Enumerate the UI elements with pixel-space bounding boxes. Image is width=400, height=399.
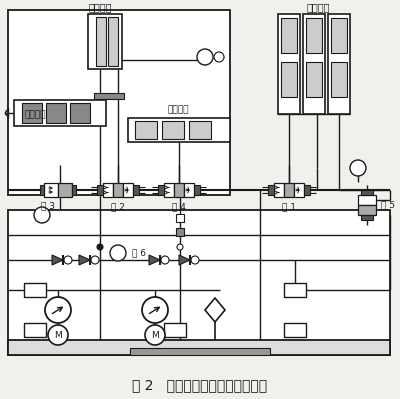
Text: 增压油缸: 增压油缸 [88,2,112,12]
Circle shape [45,297,71,323]
Bar [306,62,322,97]
Text: 阀 2: 阀 2 [111,203,125,211]
Bar [361,190,373,195]
Bar [274,183,284,197]
Bar [189,121,211,139]
Polygon shape [205,298,225,322]
Bar [113,183,123,197]
Bar [158,185,164,195]
Bar [306,18,322,53]
Circle shape [142,297,168,323]
Bar [128,118,230,142]
Text: 预压油缸: 预压油缸 [306,2,330,12]
Circle shape [110,245,126,261]
Bar [97,185,103,195]
Bar [133,185,139,195]
Bar [304,185,310,195]
Bar [176,228,184,236]
Bar [46,103,66,123]
Bar [103,183,113,197]
Circle shape [64,256,72,264]
Bar [284,283,306,297]
Text: M: M [151,330,159,340]
Circle shape [145,325,165,345]
Text: 阀 3: 阀 3 [41,201,55,211]
Bar [108,17,118,66]
Circle shape [91,256,99,264]
Polygon shape [79,255,90,265]
Bar [358,205,376,215]
Text: 阀 1: 阀 1 [282,203,296,211]
Bar [88,14,122,69]
Circle shape [34,207,50,223]
Bar [284,183,294,197]
Bar [58,183,72,197]
Polygon shape [149,255,160,265]
Circle shape [97,244,103,250]
Bar [281,62,297,97]
Bar [8,210,390,355]
Text: 换位油缸: 换位油缸 [167,105,189,115]
Bar [123,183,133,197]
Polygon shape [179,255,190,265]
Bar [24,283,46,297]
Bar [331,62,347,97]
Bar [328,14,350,114]
Text: M: M [54,330,62,340]
Bar [284,323,306,337]
Bar [44,183,58,197]
Text: 阀 6: 阀 6 [132,249,146,257]
Circle shape [48,325,68,345]
Bar [40,185,44,195]
Circle shape [350,160,366,176]
Bar [268,185,274,195]
Bar [294,183,304,197]
Bar [22,103,42,123]
Bar [94,93,124,99]
Bar [24,323,46,337]
Bar [176,214,184,222]
Bar [8,10,230,195]
Bar [303,14,325,114]
Circle shape [177,244,183,250]
Bar [135,121,157,139]
Text: 阀 5: 阀 5 [381,201,395,209]
Bar [194,185,200,195]
Bar [14,100,106,126]
Circle shape [214,52,224,62]
Bar [174,183,184,197]
Bar [96,17,106,66]
Bar [162,121,184,139]
Bar [130,348,270,355]
Circle shape [161,256,169,264]
Bar [72,185,76,195]
Circle shape [191,256,199,264]
Bar [8,340,390,355]
Circle shape [197,49,213,65]
Bar [164,183,174,197]
Bar [281,18,297,53]
Bar [358,195,376,205]
Bar [70,103,90,123]
Bar [361,215,373,220]
Bar [184,183,194,197]
Bar [278,14,300,114]
Bar [164,323,186,337]
Text: 图 2   成型机液压系统工作原理图: 图 2 成型机液压系统工作原理图 [132,378,268,392]
Bar [331,18,347,53]
Text: 阀 4: 阀 4 [172,203,186,211]
Polygon shape [52,255,63,265]
Text: 主压油缸: 主压油缸 [24,111,46,119]
